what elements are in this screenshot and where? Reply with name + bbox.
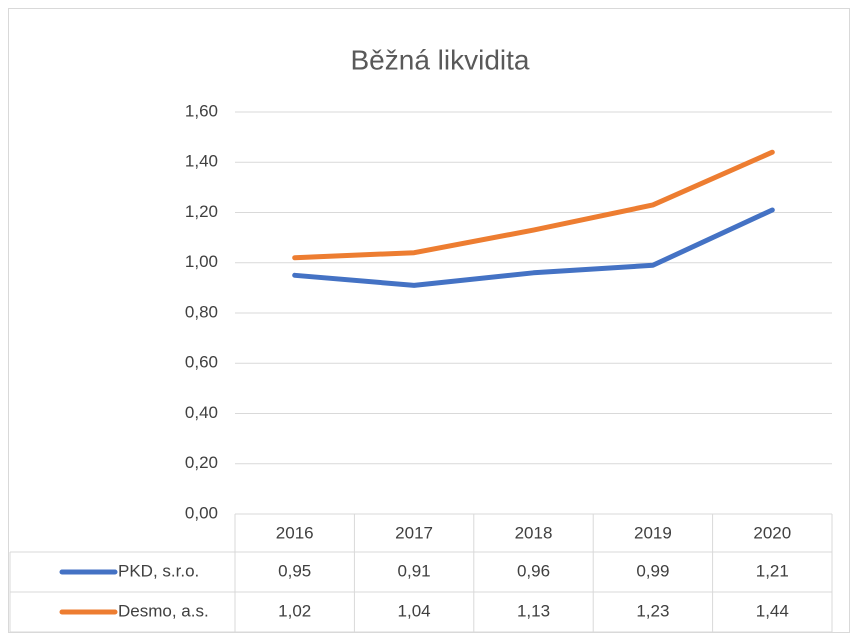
y-tick-label: 1,20 (185, 202, 218, 221)
table-value: 1,02 (278, 601, 311, 620)
legend-label: Desmo, a.s. (118, 601, 209, 620)
y-tick-label: 0,20 (185, 453, 218, 472)
series-line (292, 149, 775, 261)
table-value: 0,96 (517, 561, 550, 580)
table-value: 1,23 (636, 601, 669, 620)
table-value: 0,91 (398, 561, 431, 580)
table-value: 1,21 (756, 561, 789, 580)
table-value: 1,13 (517, 601, 550, 620)
y-tick-label: 0,00 (185, 503, 218, 522)
x-tick-label: 2017 (395, 523, 433, 542)
table-value: 0,99 (636, 561, 669, 580)
chart-title: Běžná likvidita (351, 44, 530, 75)
series-line (292, 207, 775, 288)
x-tick-label: 2016 (276, 523, 314, 542)
y-tick-label: 1,60 (185, 101, 218, 120)
table-value: 1,04 (398, 601, 431, 620)
y-tick-label: 1,40 (185, 152, 218, 171)
y-tick-label: 0,60 (185, 353, 218, 372)
x-tick-label: 2019 (634, 523, 672, 542)
x-tick-label: 2020 (753, 523, 791, 542)
table-value: 0,95 (278, 561, 311, 580)
legend-label: PKD, s.r.o. (118, 561, 199, 580)
table-value: 1,44 (756, 601, 789, 620)
y-tick-label: 0,40 (185, 403, 218, 422)
x-tick-label: 2018 (515, 523, 553, 542)
y-tick-label: 1,00 (185, 252, 218, 271)
y-tick-label: 0,80 (185, 302, 218, 321)
